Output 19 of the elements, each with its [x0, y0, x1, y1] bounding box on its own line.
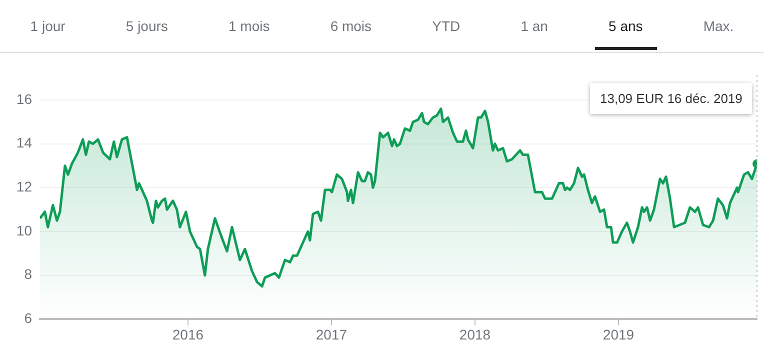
y-tick-label: 14	[16, 134, 32, 151]
annotation: 13,09 EUR 16 déc. 2019	[590, 83, 752, 114]
y-tick-label: 12	[16, 178, 32, 195]
text: YTD	[431, 18, 462, 34]
text: 1 mois	[228, 18, 271, 34]
x-tick-label: 2019	[602, 326, 634, 342]
text: 1 an	[520, 18, 549, 34]
y-tick-label: 6	[24, 310, 32, 326]
y-tick-label: 10	[16, 222, 32, 238]
x-tick-label: 2017	[316, 326, 348, 342]
y-tick-label: 8	[24, 266, 32, 282]
x-tick-label: 2016	[172, 326, 204, 342]
text: 1 jour	[29, 18, 66, 34]
x-tick-label: 2018	[459, 326, 491, 342]
text: 6 mois	[329, 18, 373, 34]
text: 5 jours	[124, 18, 169, 34]
text: 5 ans	[608, 18, 644, 34]
y-tick-label: 16	[16, 90, 32, 107]
text: Max.	[702, 18, 735, 34]
